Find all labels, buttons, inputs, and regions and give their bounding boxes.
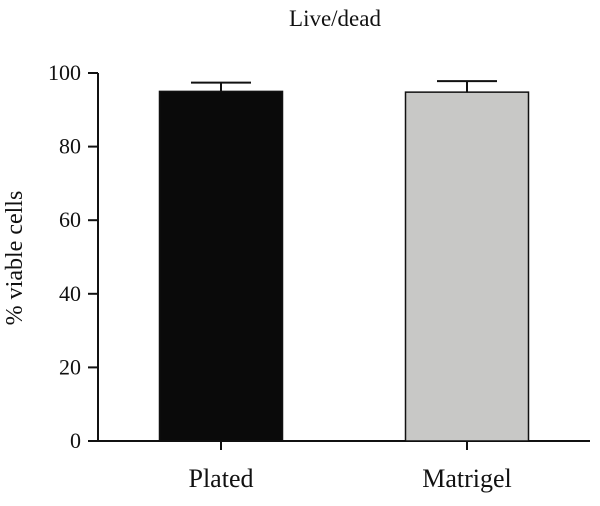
bars <box>158 90 530 442</box>
error-bars <box>191 80 497 93</box>
bar-matrigel <box>404 91 530 442</box>
x-tick-label: Plated <box>189 464 254 493</box>
x-tick-label: Matrigel <box>422 464 512 493</box>
x-labels: Plated Matrigel <box>189 441 512 493</box>
y-tick-label: 60 <box>59 207 81 232</box>
y-axis-title: % viable cells <box>2 191 28 326</box>
y-tick-label: 100 <box>48 60 81 85</box>
chart-title: Live/dead <box>289 6 381 31</box>
y-ticks: 0 20 40 60 80 100 <box>48 60 98 453</box>
y-tick-label: 20 <box>59 354 81 379</box>
y-tick-label: 80 <box>59 134 81 159</box>
y-tick-label: 40 <box>59 281 81 306</box>
y-tick-label: 0 <box>70 428 81 453</box>
bar-plated <box>158 90 284 442</box>
